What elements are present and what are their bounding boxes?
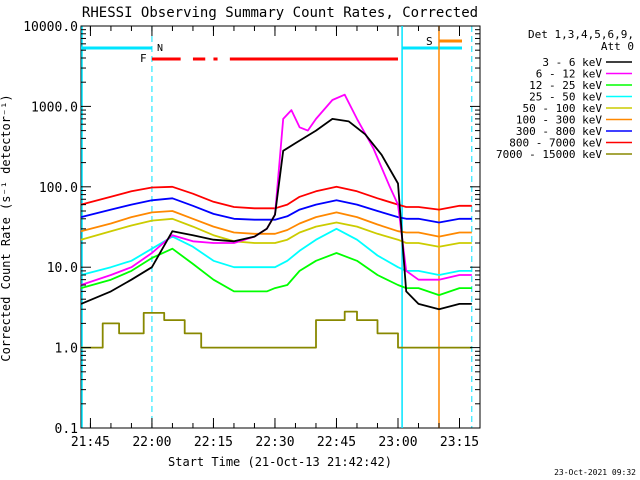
x-axis-label: Start Time (21-Oct-13 21:42:42) (168, 455, 392, 469)
y-axis: 0.1 1.0 10.0 100.0 1000.0 10000.0 (23, 20, 480, 437)
series-line-5 (80, 210, 472, 238)
series-line-0 (80, 118, 472, 311)
y-axis-label: Corrected Count Rate (s⁻¹ detector⁻¹) (0, 94, 13, 361)
plot-timestamp: 23-Oct-2021 09:32 (554, 468, 636, 477)
x-tick-label: 22:30 (255, 435, 294, 450)
series-line-6 (80, 197, 472, 224)
flare-flag-label: F (140, 52, 147, 65)
x-tick-label: 23:15 (440, 435, 479, 450)
y-tick-label: 1000.0 (31, 100, 78, 115)
legend-entry-label: 100 - 300 keV (516, 114, 602, 127)
legend-header: Att 0 (601, 40, 634, 53)
night-flag-label: N (157, 43, 163, 54)
x-tick-label: 22:45 (317, 435, 356, 450)
y-tick-label: 10000.0 (23, 20, 78, 35)
legend-entry-label: 800 - 7000 keV (509, 137, 602, 150)
series-line-7 (80, 185, 472, 211)
series-line-4 (80, 217, 472, 248)
legend-entry-label: 300 - 800 keV (516, 125, 602, 138)
legend-entry-label: 6 - 12 keV (536, 68, 603, 81)
legend-entry-label: 25 - 50 keV (529, 91, 602, 104)
legend-entry-label: 3 - 6 keV (542, 56, 602, 69)
x-axis: 21:45 22:00 22:15 22:30 22:45 23:00 23:15 (71, 26, 481, 450)
legend-entry-label: 50 - 100 keV (523, 102, 603, 115)
legend-header: Det 1,3,4,5,6,9, (528, 28, 634, 41)
plot-area: FN S (80, 25, 481, 429)
plot-frame (80, 25, 481, 429)
y-tick-label: 100.0 (39, 181, 78, 196)
y-tick-label: 10.0 (47, 261, 78, 276)
series-line-2 (80, 247, 472, 297)
series-line-8 (81, 310, 472, 349)
saa-flag-label: S (426, 35, 433, 48)
x-tick-label: 22:00 (132, 435, 171, 450)
x-tick-label: 22:15 (194, 435, 233, 450)
y-tick-label: 1.0 (55, 342, 78, 357)
legend-entry-label: 7000 - 15000 keV (496, 148, 602, 161)
x-tick-label: 21:45 (71, 435, 110, 450)
x-tick-label: 23:00 (378, 435, 417, 450)
y-tick-label: 0.1 (55, 422, 78, 437)
chart-title: RHESSI Observing Summary Count Rates, Co… (82, 5, 478, 21)
legend-entry-label: 12 - 25 keV (529, 79, 602, 92)
